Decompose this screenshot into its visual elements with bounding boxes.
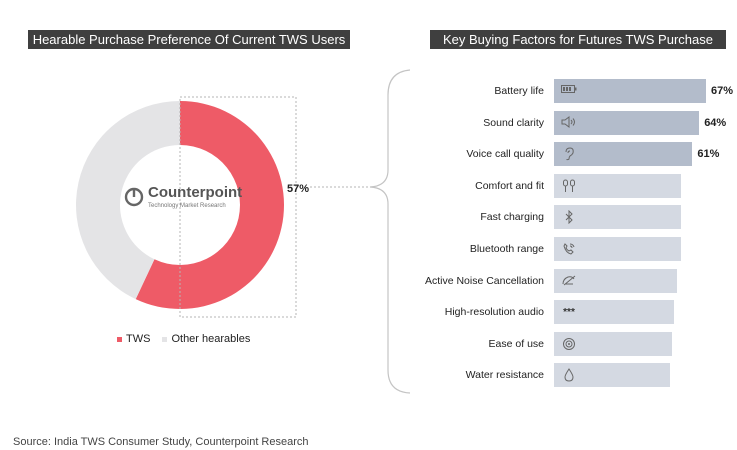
water-drop-icon xyxy=(560,368,578,382)
speaker-icon xyxy=(560,115,578,130)
bar-label-active-noise-cancellation: Active Noise Cancellation xyxy=(424,274,544,287)
bar-voice-call-quality xyxy=(554,142,693,167)
counterpoint-logo: Counterpoint Technology Market Research xyxy=(124,184,242,224)
bar-value-sound-clarity: 64% xyxy=(704,116,727,129)
bar-label-water-resistance: Water resistance xyxy=(465,369,544,382)
donut-slice-other-hearables xyxy=(75,101,180,300)
bar-ease-of-use xyxy=(554,331,672,356)
bar-water-resistance xyxy=(554,363,670,388)
logo-icon xyxy=(124,187,144,207)
ear-icon xyxy=(560,147,578,161)
legend-swatch-other xyxy=(162,336,168,342)
tws-percent-label: 57% xyxy=(287,183,310,195)
bar-label-voice-call-quality: Voice call quality xyxy=(466,148,544,161)
battery-icon xyxy=(560,84,578,98)
bar-label-battery-life: Battery life xyxy=(494,85,544,97)
bar-value-battery-life: 67% xyxy=(711,85,734,97)
bar-comfort-and-fit xyxy=(554,173,682,198)
legend-item-other: Other hearables xyxy=(162,333,250,345)
bar-bluetooth-range xyxy=(554,237,682,261)
bar-label-sound-clarity: Sound clarity xyxy=(483,116,544,129)
logo-name: Counterpoint xyxy=(148,184,243,201)
source-note: Source: India TWS Consumer Study, Counte… xyxy=(13,436,309,448)
stars-icon: *** xyxy=(563,307,575,319)
bar-active-noise-cancellation xyxy=(554,268,677,293)
bar-sound-clarity xyxy=(554,110,700,135)
bar-label-ease-of-use: Ease of use xyxy=(488,337,544,350)
earbuds-icon xyxy=(560,179,578,193)
bar-chart-title: Key Buying Factors for Futures TWS Purch… xyxy=(430,30,726,49)
phone-signal-icon xyxy=(560,242,578,256)
logo-subtitle: Technology Market Research xyxy=(148,203,226,209)
bar-label-high-resolution-audio: High-resolution audio xyxy=(444,306,544,319)
legend-item-tws: TWS xyxy=(117,333,150,345)
bar-fast-charging xyxy=(554,205,682,230)
legend-label-tws: TWS xyxy=(126,333,151,345)
donut-legend: TWS Other hearables xyxy=(117,333,262,345)
legend-swatch-tws xyxy=(117,336,122,342)
mute-icon xyxy=(560,274,578,288)
bar-label-fast-charging: Fast charging xyxy=(480,211,544,224)
bar-battery-life xyxy=(554,79,706,103)
legend-label-other: Other hearables xyxy=(171,333,251,345)
bluetooth-icon xyxy=(560,210,578,225)
touch-icon xyxy=(560,337,578,351)
bar-label-bluetooth-range: Bluetooth range xyxy=(469,243,544,255)
bar-label-comfort-and-fit: Comfort and fit xyxy=(475,179,544,192)
bar-value-voice-call-quality: 61% xyxy=(697,148,720,161)
donut-chart-title: Hearable Purchase Preference Of Current … xyxy=(28,30,350,49)
bar-high-resolution-audio xyxy=(554,300,675,325)
